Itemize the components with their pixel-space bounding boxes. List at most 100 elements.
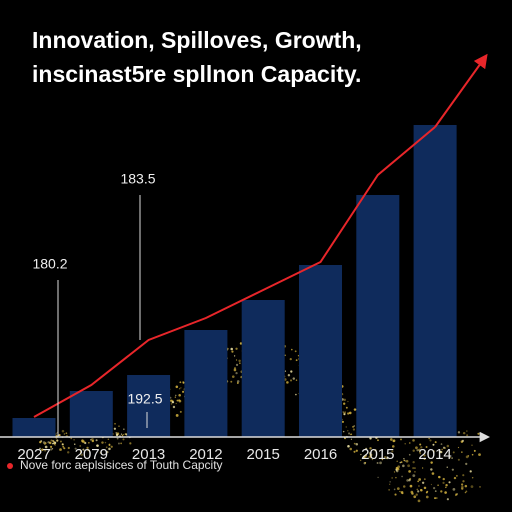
bar xyxy=(241,300,285,437)
particle xyxy=(49,441,52,445)
particle xyxy=(289,379,293,382)
particle xyxy=(400,438,402,441)
particle xyxy=(80,453,83,456)
particle xyxy=(175,385,179,389)
particle xyxy=(396,460,398,462)
particle xyxy=(393,488,396,491)
particle xyxy=(444,447,446,449)
particle xyxy=(129,442,132,445)
particle xyxy=(439,450,443,454)
particle xyxy=(178,388,181,390)
particle xyxy=(412,439,415,442)
particle xyxy=(466,434,469,437)
particle xyxy=(55,433,57,435)
bar xyxy=(356,195,400,437)
particle xyxy=(380,457,382,460)
particle xyxy=(347,412,350,415)
particle xyxy=(290,370,293,373)
particle xyxy=(460,483,464,486)
particle xyxy=(412,449,415,452)
x-tick-label: 2027 xyxy=(17,446,50,463)
particle xyxy=(175,402,177,405)
particle xyxy=(402,464,405,468)
particle xyxy=(44,442,47,445)
particle xyxy=(449,456,451,459)
particle xyxy=(353,450,356,453)
particle xyxy=(412,474,416,478)
particle xyxy=(455,474,458,477)
particle xyxy=(417,480,419,483)
particle xyxy=(388,489,390,491)
particle xyxy=(471,453,474,456)
particle xyxy=(287,374,291,377)
particle xyxy=(391,450,394,453)
particle xyxy=(239,362,241,364)
particle xyxy=(113,427,117,430)
particle xyxy=(62,443,64,446)
particle xyxy=(432,450,436,453)
particle xyxy=(41,448,44,451)
particle xyxy=(451,468,454,471)
particle xyxy=(442,477,445,481)
particle xyxy=(61,429,65,433)
bar xyxy=(69,391,113,437)
particle xyxy=(295,379,298,381)
particle xyxy=(461,451,463,453)
particle xyxy=(104,441,107,444)
particle xyxy=(172,405,176,409)
particle xyxy=(230,347,233,351)
particle xyxy=(438,475,441,479)
x-tick-label: 2012 xyxy=(189,446,222,463)
particle xyxy=(445,484,448,487)
x-tick-label: 2079 xyxy=(75,446,108,463)
particle xyxy=(348,411,352,415)
particle xyxy=(465,462,468,466)
particle xyxy=(352,428,356,431)
particle xyxy=(58,434,60,437)
particle xyxy=(408,470,411,473)
particle xyxy=(352,425,354,428)
particle xyxy=(425,446,428,449)
particle xyxy=(114,422,116,425)
particle xyxy=(230,380,233,383)
particle xyxy=(364,454,367,457)
particle xyxy=(54,444,56,446)
particle xyxy=(435,497,438,499)
particle xyxy=(74,443,76,446)
particle xyxy=(403,458,405,460)
particle xyxy=(105,446,108,449)
particle xyxy=(82,448,85,451)
particle xyxy=(441,448,443,451)
x-tick-label: 2013 xyxy=(132,446,165,463)
particle xyxy=(406,479,409,482)
particle xyxy=(52,440,55,443)
particle xyxy=(390,438,393,441)
particle xyxy=(176,399,179,402)
particle xyxy=(101,441,104,444)
particle xyxy=(231,350,234,353)
particle xyxy=(106,450,109,454)
particle xyxy=(421,481,425,484)
particle xyxy=(411,493,413,495)
particle xyxy=(44,445,48,449)
particle xyxy=(90,439,92,441)
particle xyxy=(418,485,420,487)
particle xyxy=(118,425,120,427)
particle xyxy=(408,479,411,482)
particle xyxy=(360,453,362,456)
particle xyxy=(53,443,56,445)
particle xyxy=(289,358,292,361)
particle xyxy=(417,490,420,493)
particle xyxy=(86,446,89,449)
particle xyxy=(418,448,421,451)
particle xyxy=(419,452,421,455)
particle xyxy=(231,375,235,379)
particle xyxy=(235,359,238,361)
particle xyxy=(429,439,432,442)
bar xyxy=(184,330,228,437)
particle xyxy=(60,440,62,443)
particle xyxy=(457,458,460,461)
particle xyxy=(473,449,476,452)
particle xyxy=(446,466,448,468)
particle xyxy=(376,462,379,464)
